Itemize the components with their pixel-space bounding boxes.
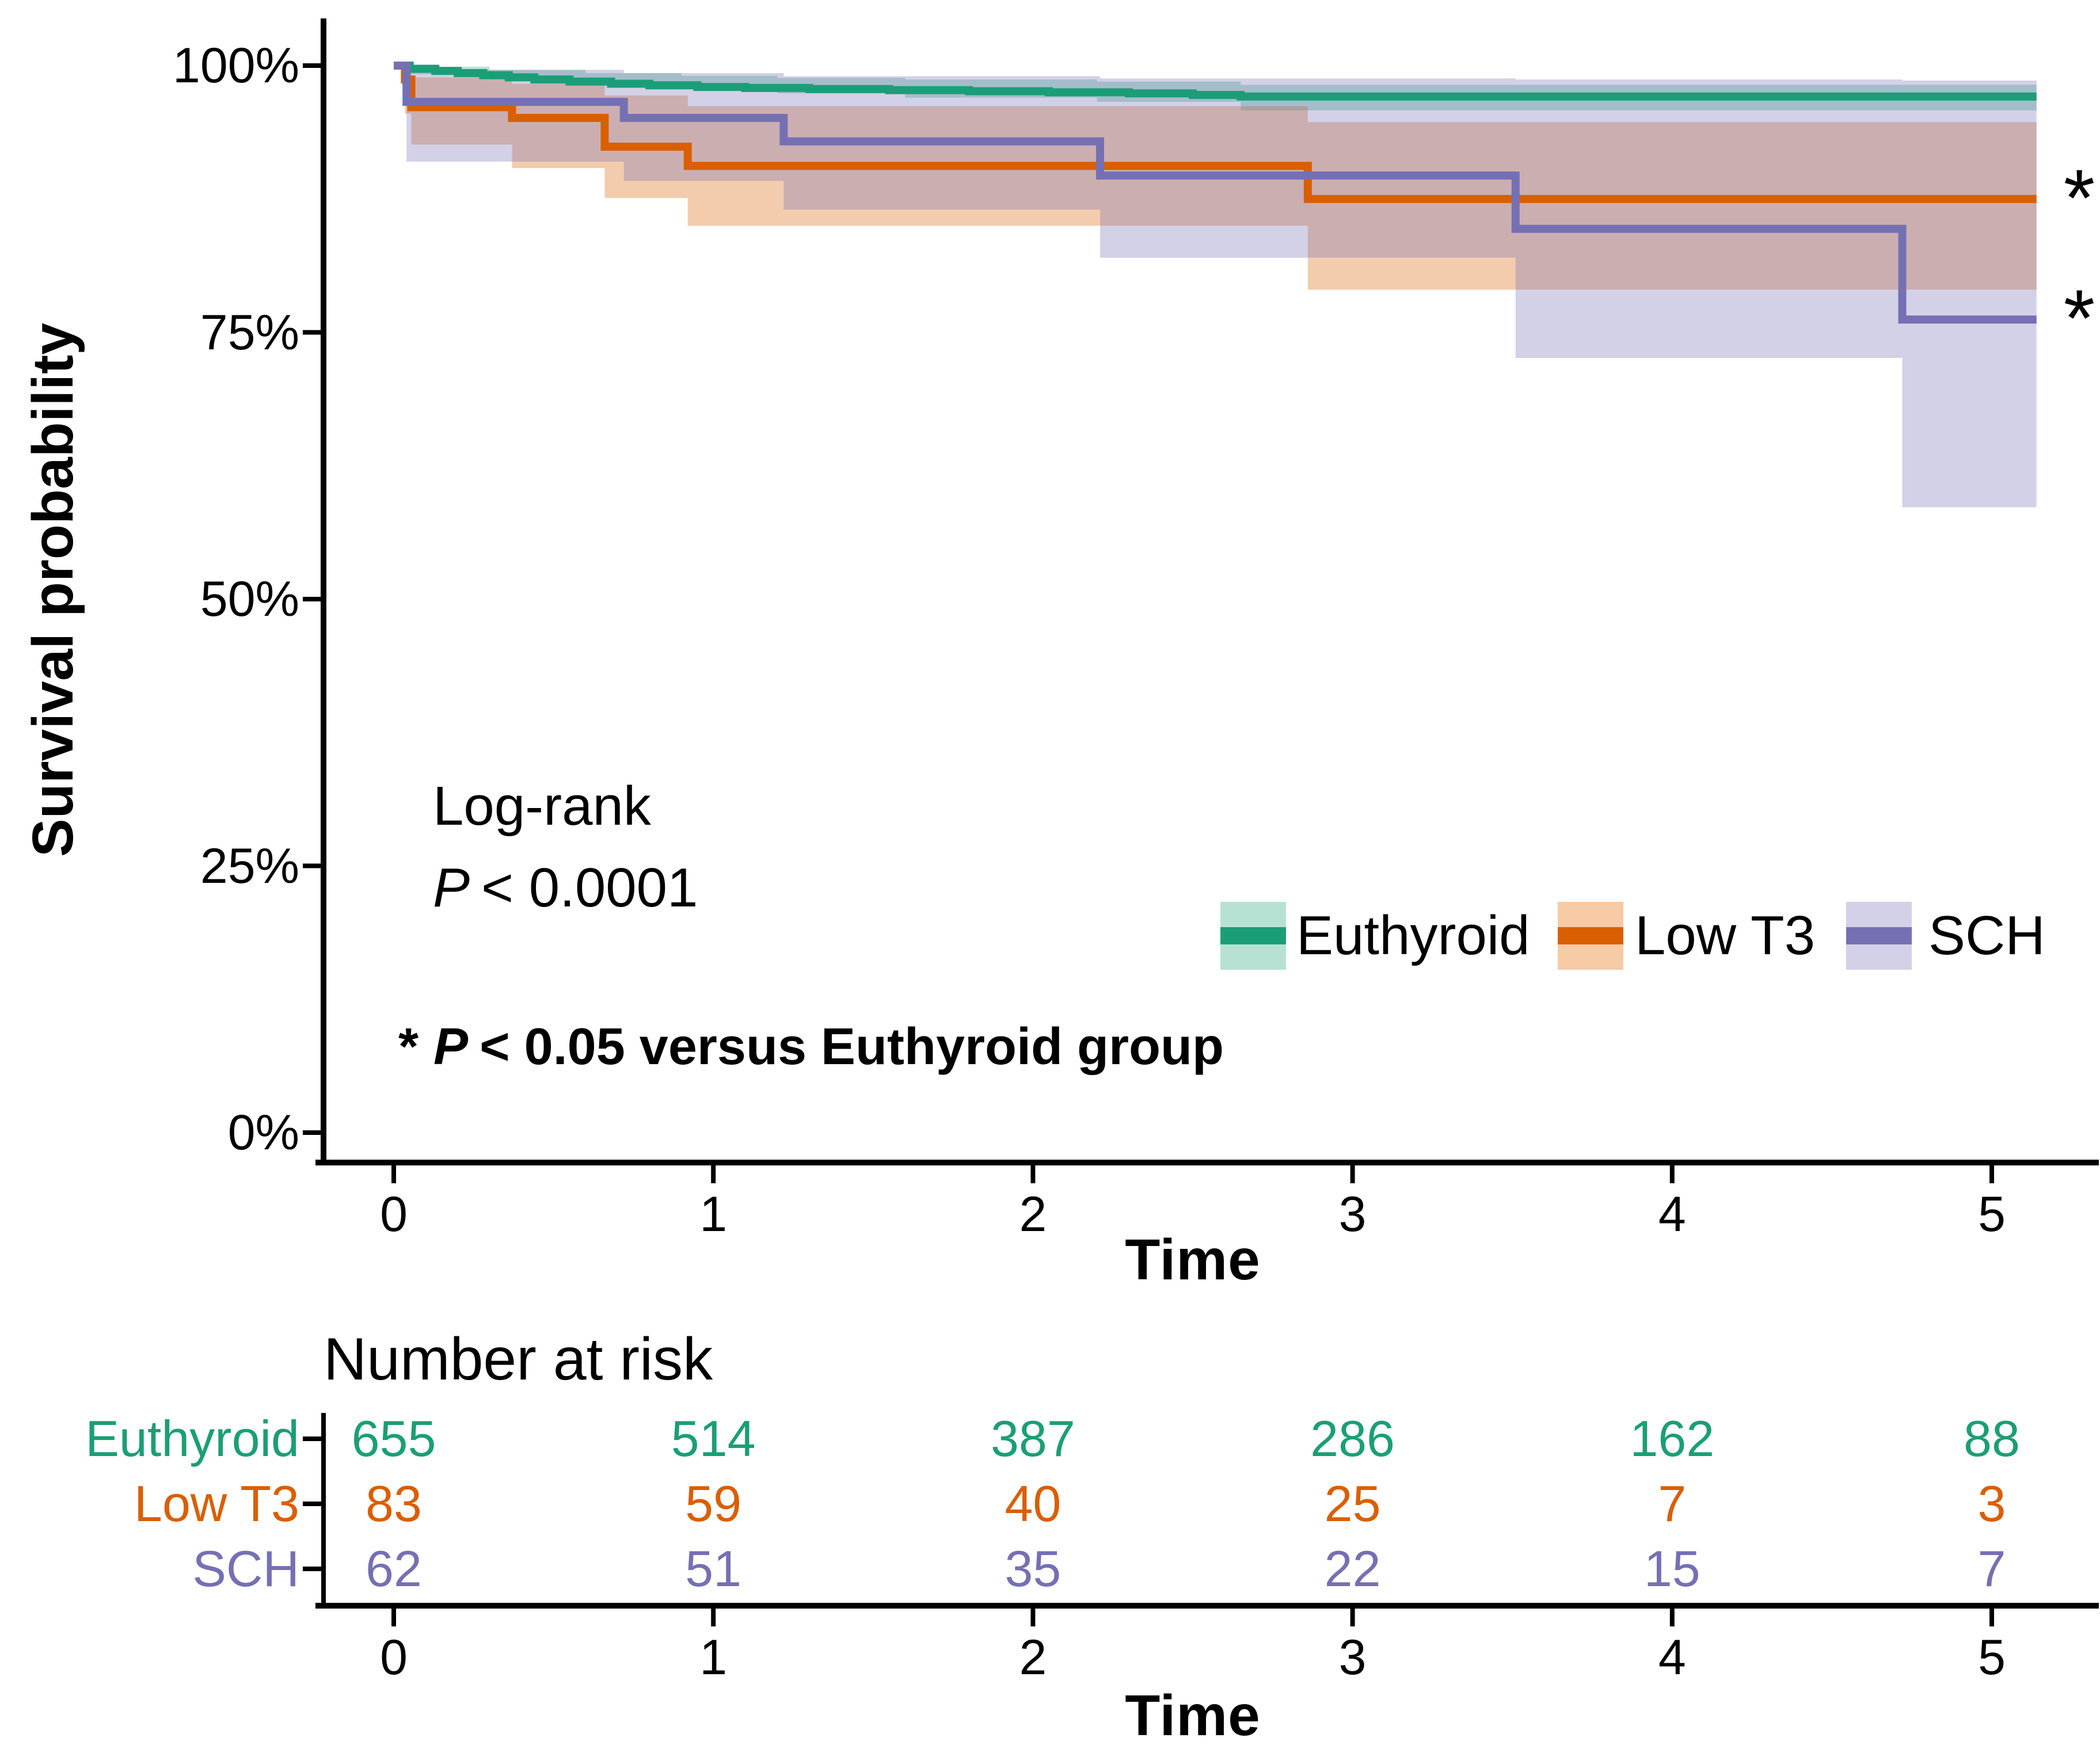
x-tick-label-main: 4 — [1658, 1187, 1686, 1242]
y-tick-label: 100% — [173, 38, 299, 93]
risk-count-sch-t2: 35 — [1005, 1540, 1062, 1597]
risk-table-title: Number at risk — [324, 1326, 713, 1393]
x-tick-label-main: 5 — [1978, 1187, 2006, 1242]
x-tick-label-risk: 3 — [1338, 1630, 1367, 1685]
risk-count-euthyroid-t2: 387 — [990, 1410, 1075, 1467]
risk-count-euthyroid-t3: 286 — [1310, 1410, 1395, 1467]
x-tick-label-risk: 5 — [1978, 1630, 2006, 1685]
risk-count-low-t3-t3: 25 — [1324, 1475, 1381, 1532]
risk-count-sch-t3: 22 — [1324, 1540, 1381, 1597]
risk-count-low-t3-t1: 59 — [685, 1475, 742, 1532]
y-tick-label: 25% — [200, 838, 299, 894]
sch-legend-swatch — [1846, 902, 1912, 970]
x-tick-label-risk: 1 — [699, 1630, 728, 1685]
risk-count-sch-t1: 51 — [685, 1540, 742, 1597]
risk-row-label-sch: SCH — [192, 1540, 299, 1597]
risk-count-low-t3-t5: 3 — [1977, 1475, 2006, 1532]
y-tick-label: 50% — [200, 571, 299, 627]
x-axis-title-risk: Time — [1125, 1683, 1261, 1748]
y-tick-label: 0% — [227, 1105, 299, 1160]
x-tick-label-main: 1 — [699, 1187, 728, 1242]
risk-count-euthyroid-t4: 162 — [1630, 1410, 1715, 1467]
x-tick-label-main: 3 — [1338, 1187, 1367, 1242]
risk-count-low-t3-t0: 83 — [366, 1475, 422, 1532]
logrank-p-value: P < 0.0001 — [433, 847, 698, 929]
significance-note: * P < 0.05 versus Euthyroid group — [398, 1018, 1224, 1077]
risk-count-euthyroid-t0: 655 — [351, 1410, 436, 1467]
x-axis-title-main: Time — [1125, 1228, 1261, 1292]
x-tick-label-risk: 0 — [380, 1630, 408, 1685]
note-p-symbol: P — [433, 1018, 469, 1076]
sch-legend-line-icon — [1846, 927, 1912, 944]
risk-row-label-euthyroid: Euthyroid — [85, 1410, 299, 1467]
low-t3-legend-line-icon — [1558, 927, 1623, 944]
y-tick-label: 75% — [200, 304, 299, 360]
sch-confidence-band — [394, 66, 2037, 508]
risk-count-sch-t5: 7 — [1977, 1540, 2006, 1597]
x-tick-label-risk: 2 — [1019, 1630, 1047, 1685]
significance-star-low-t3: * — [2063, 152, 2095, 243]
y-axis-title: Survival probability — [21, 322, 85, 858]
risk-count-euthyroid-t5: 88 — [1964, 1410, 2020, 1467]
x-tick-label-risk: 4 — [1658, 1630, 1686, 1685]
low-t3-legend-swatch — [1558, 902, 1623, 970]
note-text: < 0.05 versus Euthyroid group — [480, 1018, 1224, 1076]
risk-count-sch-t0: 62 — [366, 1540, 422, 1597]
significance-star-sch: * — [2063, 273, 2095, 364]
risk-count-low-t3-t2: 40 — [1005, 1475, 1062, 1532]
euthyroid-survival-curve — [394, 62, 2037, 101]
note-asterisk: * — [398, 1018, 419, 1076]
legend-label-euthyroid: Euthyroid — [1296, 905, 1530, 966]
sch-survival-curve — [394, 62, 2037, 324]
logrank-test-label: Log-rank — [433, 775, 651, 837]
euthyroid-legend-swatch — [1220, 902, 1286, 970]
p-symbol: P — [433, 857, 470, 919]
x-tick-label-main: 0 — [380, 1187, 408, 1242]
risk-row-label-low-t3: Low T3 — [134, 1475, 299, 1532]
risk-count-euthyroid-t1: 514 — [671, 1410, 756, 1467]
logrank-p-rest: < 0.0001 — [481, 857, 698, 919]
legend-label-sch: SCH — [1928, 905, 2045, 966]
euthyroid-legend-line-icon — [1220, 927, 1286, 944]
logrank-annotation: Log-rank P < 0.0001 — [433, 765, 698, 929]
legend-label-low-t3: Low T3 — [1635, 905, 1816, 966]
x-tick-label-main: 2 — [1019, 1187, 1047, 1242]
risk-count-sch-t4: 15 — [1644, 1540, 1700, 1597]
risk-count-low-t3-t4: 7 — [1658, 1475, 1687, 1532]
